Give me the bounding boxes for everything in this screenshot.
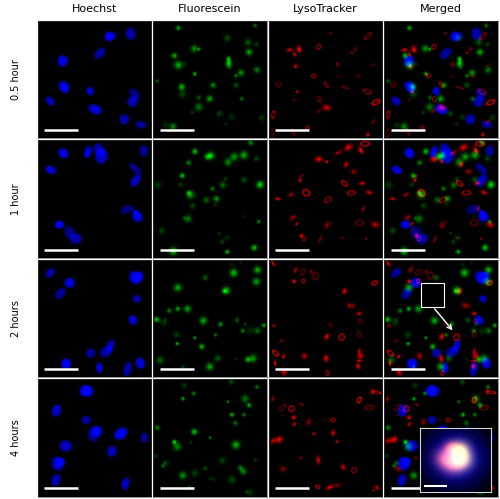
- Text: Hoechst: Hoechst: [72, 4, 117, 14]
- Bar: [422, 283, 444, 307]
- Text: 0.5 hour: 0.5 hour: [11, 59, 21, 100]
- Text: Merged: Merged: [420, 4, 462, 14]
- Text: 2 hours: 2 hours: [11, 300, 21, 337]
- Text: 1 hour: 1 hour: [11, 183, 21, 215]
- Text: 4 hours: 4 hours: [11, 420, 21, 456]
- Text: Fluorescein: Fluorescein: [178, 4, 242, 14]
- Text: LysoTracker: LysoTracker: [293, 4, 358, 14]
